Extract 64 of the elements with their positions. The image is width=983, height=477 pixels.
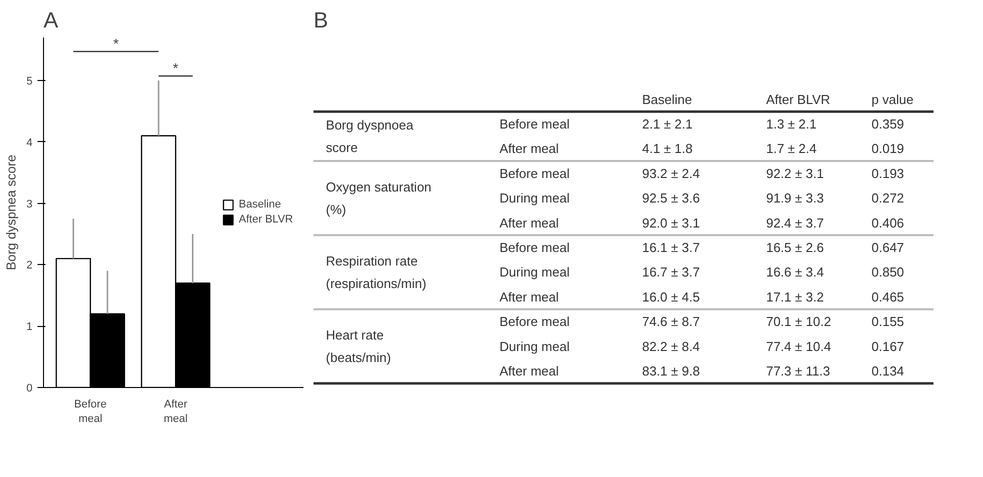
text: 70.1 ± 10.2 <box>766 314 832 330</box>
annotation: * <box>113 36 120 52</box>
text: B <box>314 8 328 32</box>
text: During meal <box>500 264 570 280</box>
text: 92.0 ± 3.1 <box>642 215 700 230</box>
text: 0.850 <box>872 264 904 280</box>
text: Baseline <box>642 92 692 107</box>
text: Before meal <box>500 314 570 330</box>
text: p value <box>872 92 914 107</box>
text: After meal <box>500 215 559 230</box>
text: 2.1 ± 2.1 <box>642 116 693 132</box>
text: 1.7 ± 2.4 <box>766 141 817 156</box>
text: 0.647 <box>872 240 904 255</box>
text: Oxygen saturation (%) <box>326 179 432 217</box>
text: Before meal <box>500 166 570 181</box>
text: 0.359 <box>872 116 904 132</box>
text: Heart rate (beats/min) <box>326 328 391 366</box>
text: 91.9 ± 3.3 <box>766 190 824 206</box>
text: 17.1 ± 3.2 <box>766 289 824 304</box>
text: After meal <box>500 289 559 304</box>
text: 82.2 ± 8.4 <box>642 338 700 354</box>
annotation: * <box>172 60 179 76</box>
text: 83.1 ± 9.8 <box>642 364 700 379</box>
legend-label: Baseline <box>238 198 281 210</box>
text: 92.2 ± 3.1 <box>766 166 824 181</box>
y-tick-label: 2 <box>26 260 33 272</box>
y-tick-label: 1 <box>26 321 33 334</box>
text: After meal <box>500 364 559 379</box>
text: Before meal <box>500 116 570 132</box>
text: 92.5 ± 3.6 <box>642 190 700 206</box>
text: 0.272 <box>872 190 904 206</box>
text: Respiration rate (respirations/min) <box>326 253 426 291</box>
text: 0.193 <box>872 166 904 181</box>
text: 0.167 <box>872 338 904 354</box>
y-tick-label: 3 <box>26 198 33 210</box>
text: Before meal <box>500 240 570 255</box>
text: 16.6 ± 3.4 <box>766 264 824 280</box>
text: 77.4 ± 10.4 <box>766 338 832 354</box>
text: 0.155 <box>872 314 904 330</box>
y-tick-label: 5 <box>26 75 33 88</box>
text: 93.2 ± 2.4 <box>642 166 700 181</box>
text: 74.6 ± 8.7 <box>642 314 700 330</box>
text: During meal <box>500 190 570 206</box>
y-tick-label: 4 <box>26 136 33 149</box>
text: During meal <box>500 338 570 354</box>
text: 0.134 <box>872 364 904 379</box>
y-axis-title: Borg dyspnea score <box>3 154 18 270</box>
text: 92.4 ± 3.7 <box>766 215 824 230</box>
text: 1.3 ± 2.1 <box>766 116 817 132</box>
legend-label: After BLVR <box>238 214 293 226</box>
text: After meal <box>500 141 559 156</box>
text: 0.465 <box>872 289 904 304</box>
text: 16.0 ± 4.5 <box>642 289 700 304</box>
chart-title: A <box>44 8 58 32</box>
text: 16.5 ± 2.6 <box>766 240 824 255</box>
text: 16.7 ± 3.7 <box>642 264 700 280</box>
y-tick-label: 0 <box>26 382 33 394</box>
text: 16.1 ± 3.7 <box>642 240 700 255</box>
text: After BLVR <box>766 92 830 107</box>
text: 0.019 <box>872 141 904 156</box>
text: 0.406 <box>872 215 904 230</box>
text: 4.1 ± 1.8 <box>642 141 693 156</box>
text: Borg dyspnoea score <box>326 118 414 156</box>
text: 77.3 ± 11.3 <box>766 364 830 379</box>
